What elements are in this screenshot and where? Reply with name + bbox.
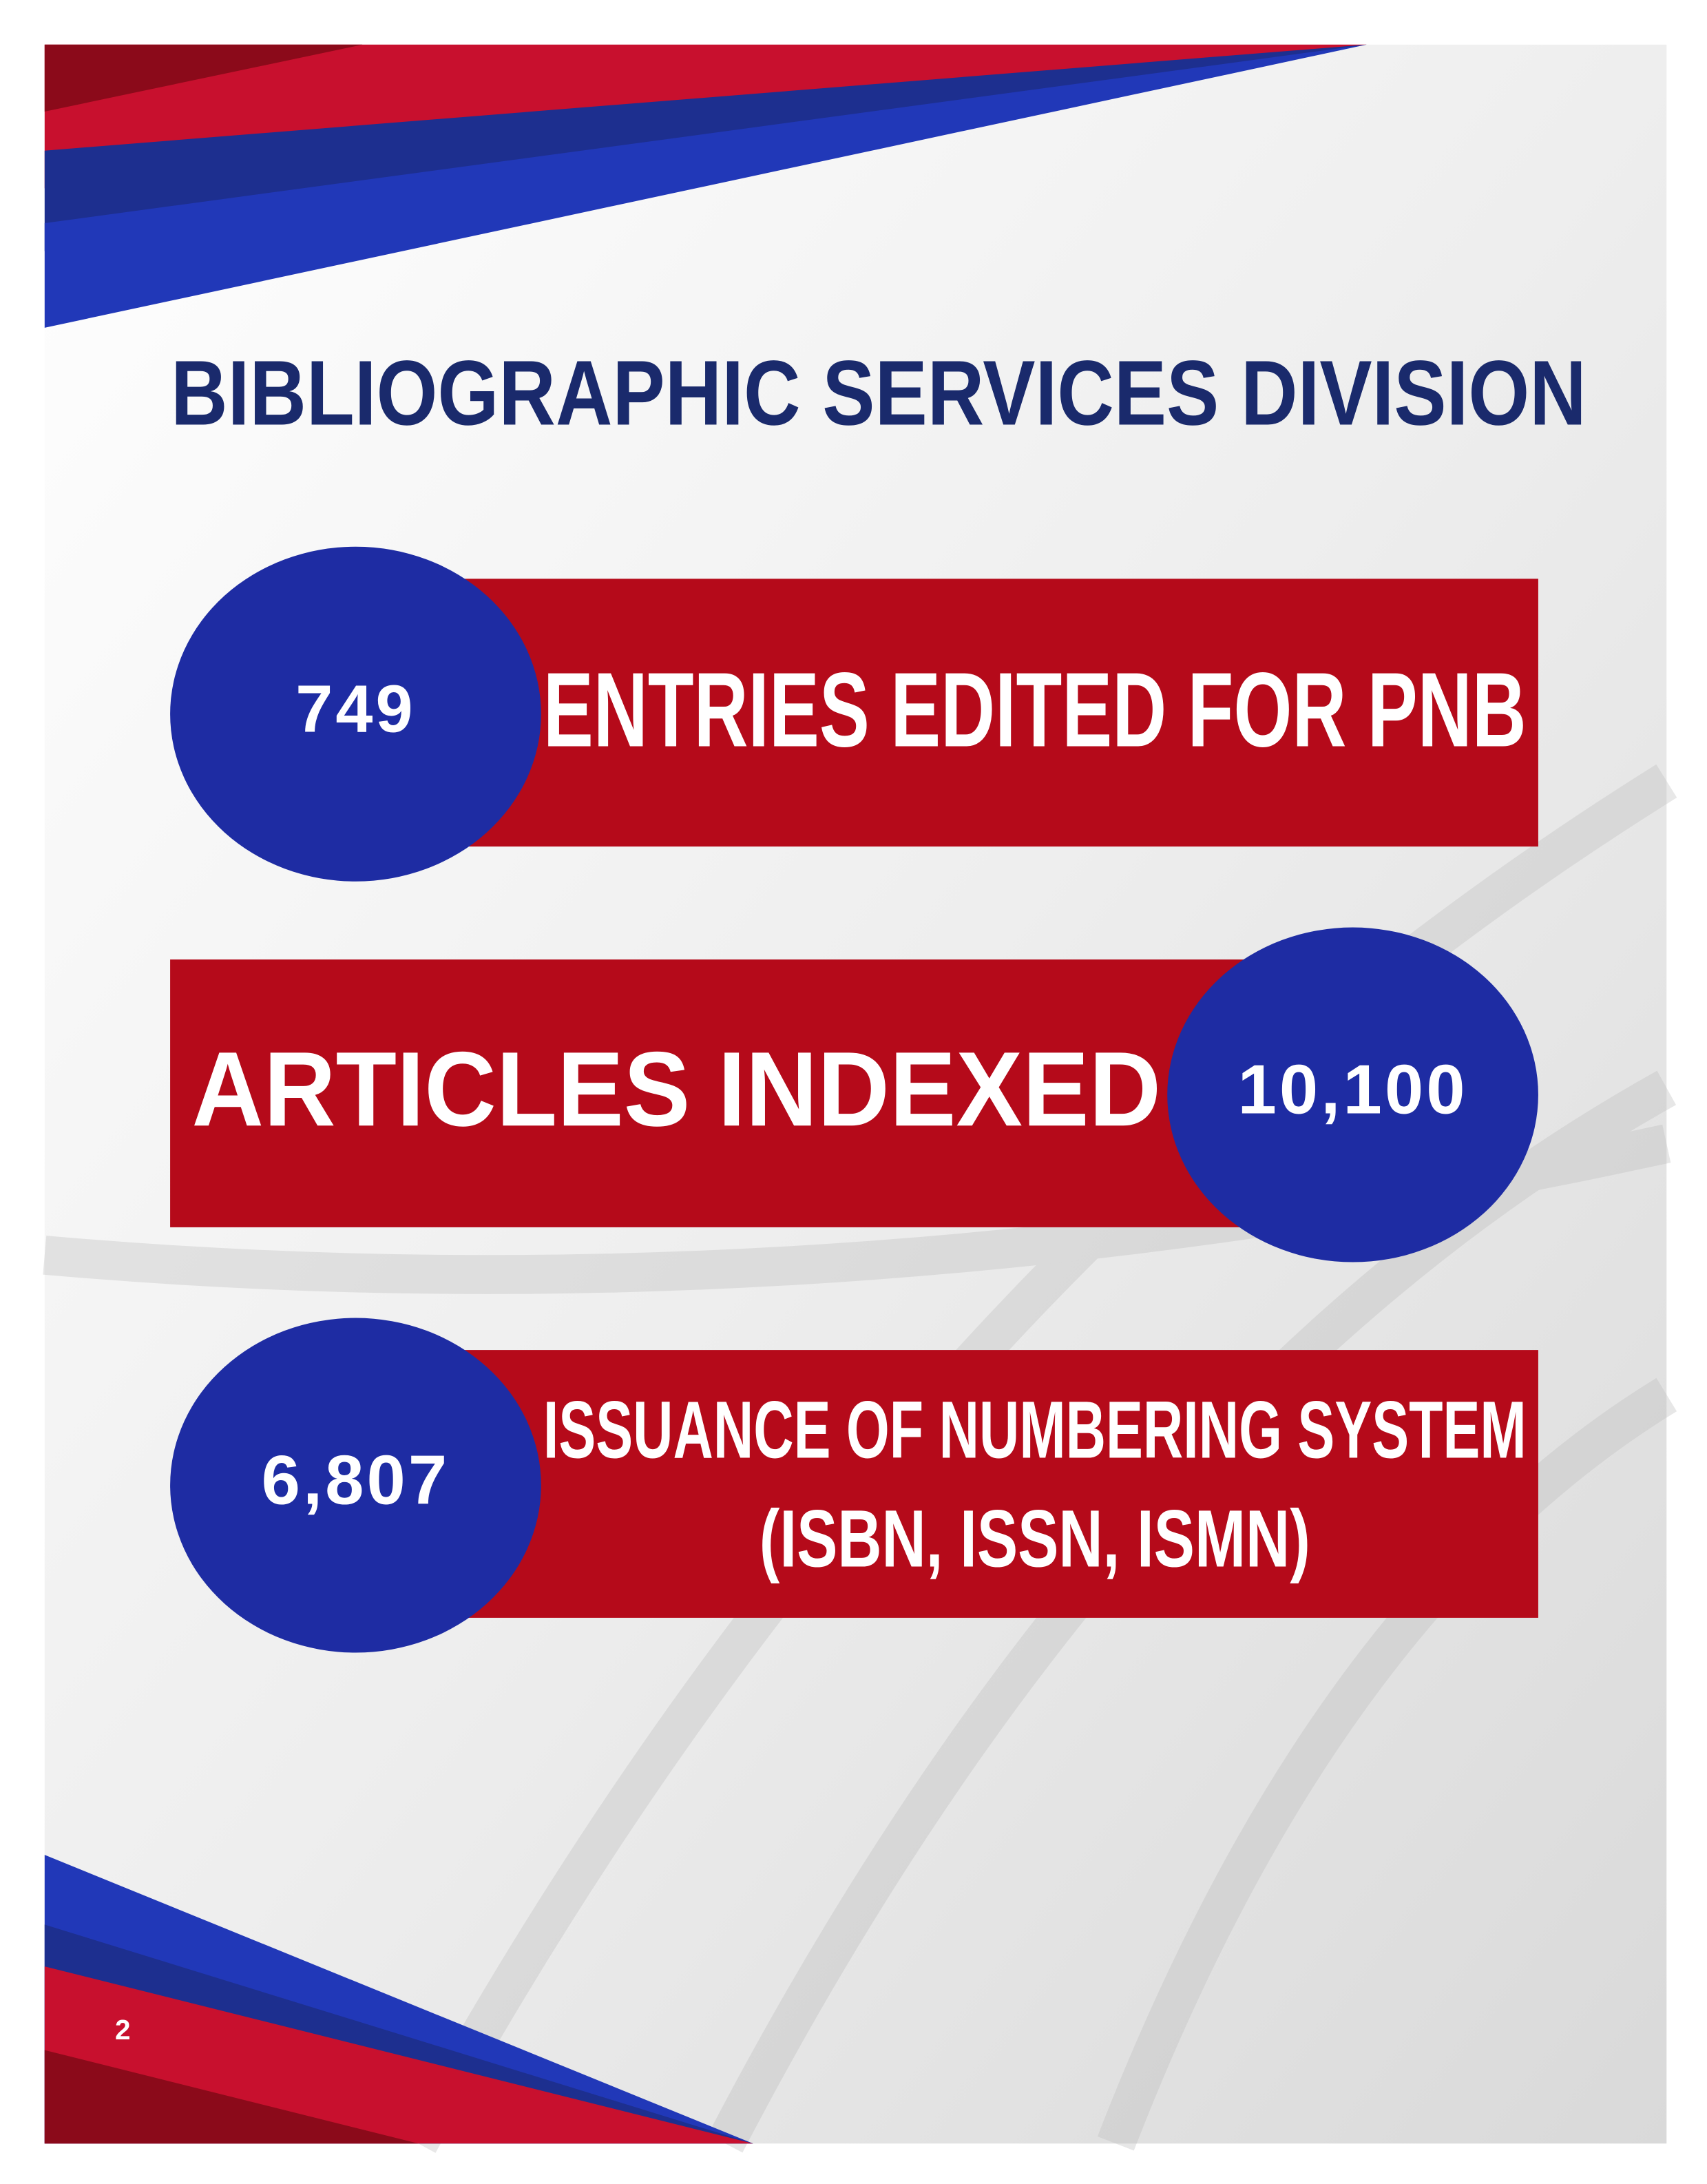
stat-number: 10,100 xyxy=(1238,1050,1468,1128)
stat-circle xyxy=(170,1318,541,1653)
page-number: 2 xyxy=(115,2014,131,2046)
stat-number: 6,807 xyxy=(262,1441,450,1519)
corner-dark-red xyxy=(44,44,363,112)
stat-circle xyxy=(170,546,541,882)
stat-label: ARTICLES INDEXED xyxy=(191,1030,1161,1148)
stat-label: (ISBN, ISSN, ISMN) xyxy=(760,1494,1310,1584)
corner-blue xyxy=(44,44,1367,328)
title: BIBLIOGRAPHIC SERVICES DIVISION xyxy=(171,342,1586,444)
stat-label: ISSUANCE OF NUMBERING SYSTEM xyxy=(543,1385,1527,1475)
stat-circle xyxy=(1167,927,1538,1262)
stat-label: ENTRIES EDITED FOR PNB xyxy=(543,650,1527,769)
stat-number: 749 xyxy=(295,671,415,746)
stat-banner xyxy=(460,1350,1538,1618)
stat-banner xyxy=(460,579,1538,847)
